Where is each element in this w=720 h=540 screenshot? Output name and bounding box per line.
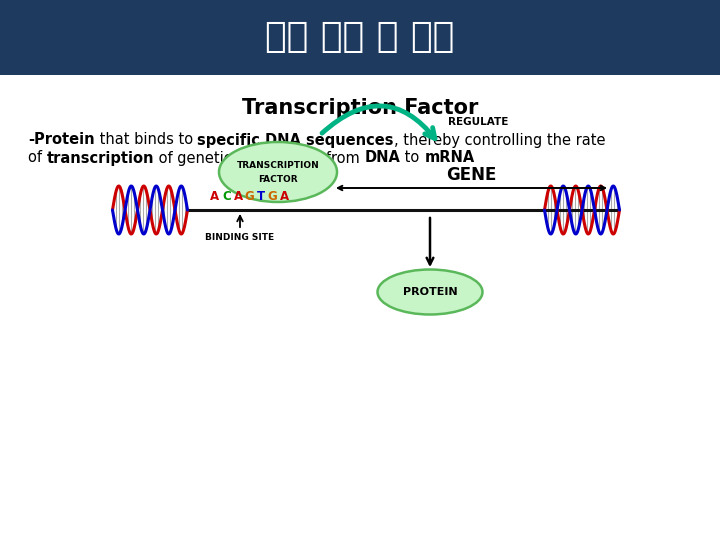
Text: G: G <box>245 190 254 203</box>
Text: 실험 배경 및 원리: 실험 배경 및 원리 <box>266 20 454 54</box>
Text: DNA: DNA <box>364 151 400 165</box>
Text: of: of <box>28 151 47 165</box>
FancyBboxPatch shape <box>0 0 720 75</box>
Text: FACTOR: FACTOR <box>258 174 298 184</box>
Text: A: A <box>279 190 289 203</box>
Text: BINDING SITE: BINDING SITE <box>205 233 274 242</box>
Text: mRNA: mRNA <box>424 151 474 165</box>
Text: C: C <box>222 190 231 203</box>
Text: A: A <box>210 190 220 203</box>
Text: Transcription Factor: Transcription Factor <box>242 98 478 118</box>
Text: of genetic information from: of genetic information from <box>154 151 364 165</box>
FancyArrowPatch shape <box>322 106 435 139</box>
Text: , thereby controlling the rate: , thereby controlling the rate <box>394 132 606 147</box>
Text: to: to <box>400 151 424 165</box>
Text: G: G <box>268 190 277 203</box>
Text: specific DNA sequences: specific DNA sequences <box>197 132 394 147</box>
Text: REGULATE: REGULATE <box>448 117 508 127</box>
Text: GENE: GENE <box>446 166 497 184</box>
Text: PROTEIN: PROTEIN <box>402 287 457 297</box>
Ellipse shape <box>219 142 337 202</box>
Text: T: T <box>257 190 265 203</box>
Text: transcription: transcription <box>47 151 154 165</box>
Text: TRANSCRIPTION: TRANSCRIPTION <box>237 160 320 170</box>
Text: that binds to: that binds to <box>94 132 197 147</box>
Ellipse shape <box>377 269 482 314</box>
Text: -Protein: -Protein <box>28 132 94 147</box>
Text: A: A <box>233 190 243 203</box>
